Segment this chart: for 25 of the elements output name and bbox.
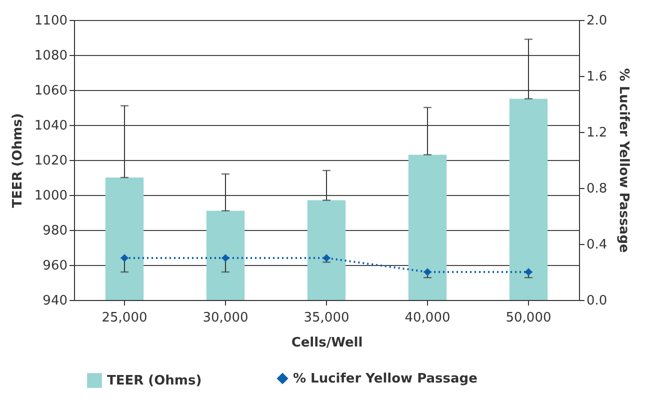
y2-tick-label: 0.0 — [586, 294, 608, 308]
legend-label: TEER (Ohms) — [107, 374, 202, 388]
x-tick-label: 50,000 — [506, 310, 552, 326]
y2-tick-label: 1.6 — [586, 70, 608, 84]
y-tick-label: 1040 — [34, 118, 68, 134]
y-tick-label: 1000 — [34, 188, 68, 204]
legend-label: % Lucifer Yellow Passage — [293, 372, 478, 386]
y-tick-label: 1080 — [34, 48, 68, 64]
y-tick-label: 980 — [42, 224, 68, 238]
x-axis-title: Cells/Well — [291, 336, 363, 350]
x-tick-label: 30,000 — [202, 310, 248, 326]
y-tick-label: 960 — [42, 258, 68, 274]
y-tick-label: 1060 — [34, 84, 68, 98]
x-tick-label: 35,000 — [304, 310, 350, 326]
y2-tick-label: 2.0 — [586, 14, 608, 28]
y-tick-label: 940 — [42, 294, 68, 308]
x-tick-label: 25,000 — [102, 310, 148, 326]
y2-tick-label: 0.4 — [586, 238, 608, 252]
y-axis-title: TEER (Ohms) — [10, 113, 26, 208]
y2-tick-label: 1.2 — [586, 126, 608, 140]
y-tick-label: 1020 — [34, 154, 68, 168]
y-tick-label: 1100 — [34, 14, 68, 28]
y2-axis-title: % Lucifer Yellow Passage — [616, 68, 632, 253]
x-tick-label: 40,000 — [404, 310, 450, 326]
y2-tick-label: 0.8 — [586, 182, 608, 196]
